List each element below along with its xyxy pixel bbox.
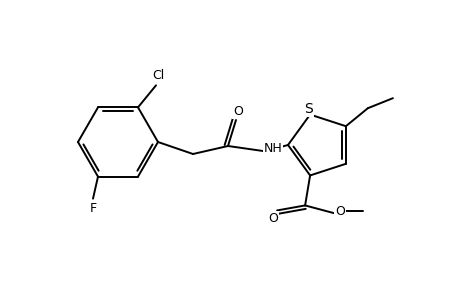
Text: O: O <box>233 104 242 118</box>
Text: O: O <box>268 212 277 225</box>
Text: NH: NH <box>263 142 282 154</box>
Text: S: S <box>303 102 312 116</box>
Text: F: F <box>89 202 96 215</box>
Text: O: O <box>335 205 344 218</box>
Text: Cl: Cl <box>151 69 164 82</box>
